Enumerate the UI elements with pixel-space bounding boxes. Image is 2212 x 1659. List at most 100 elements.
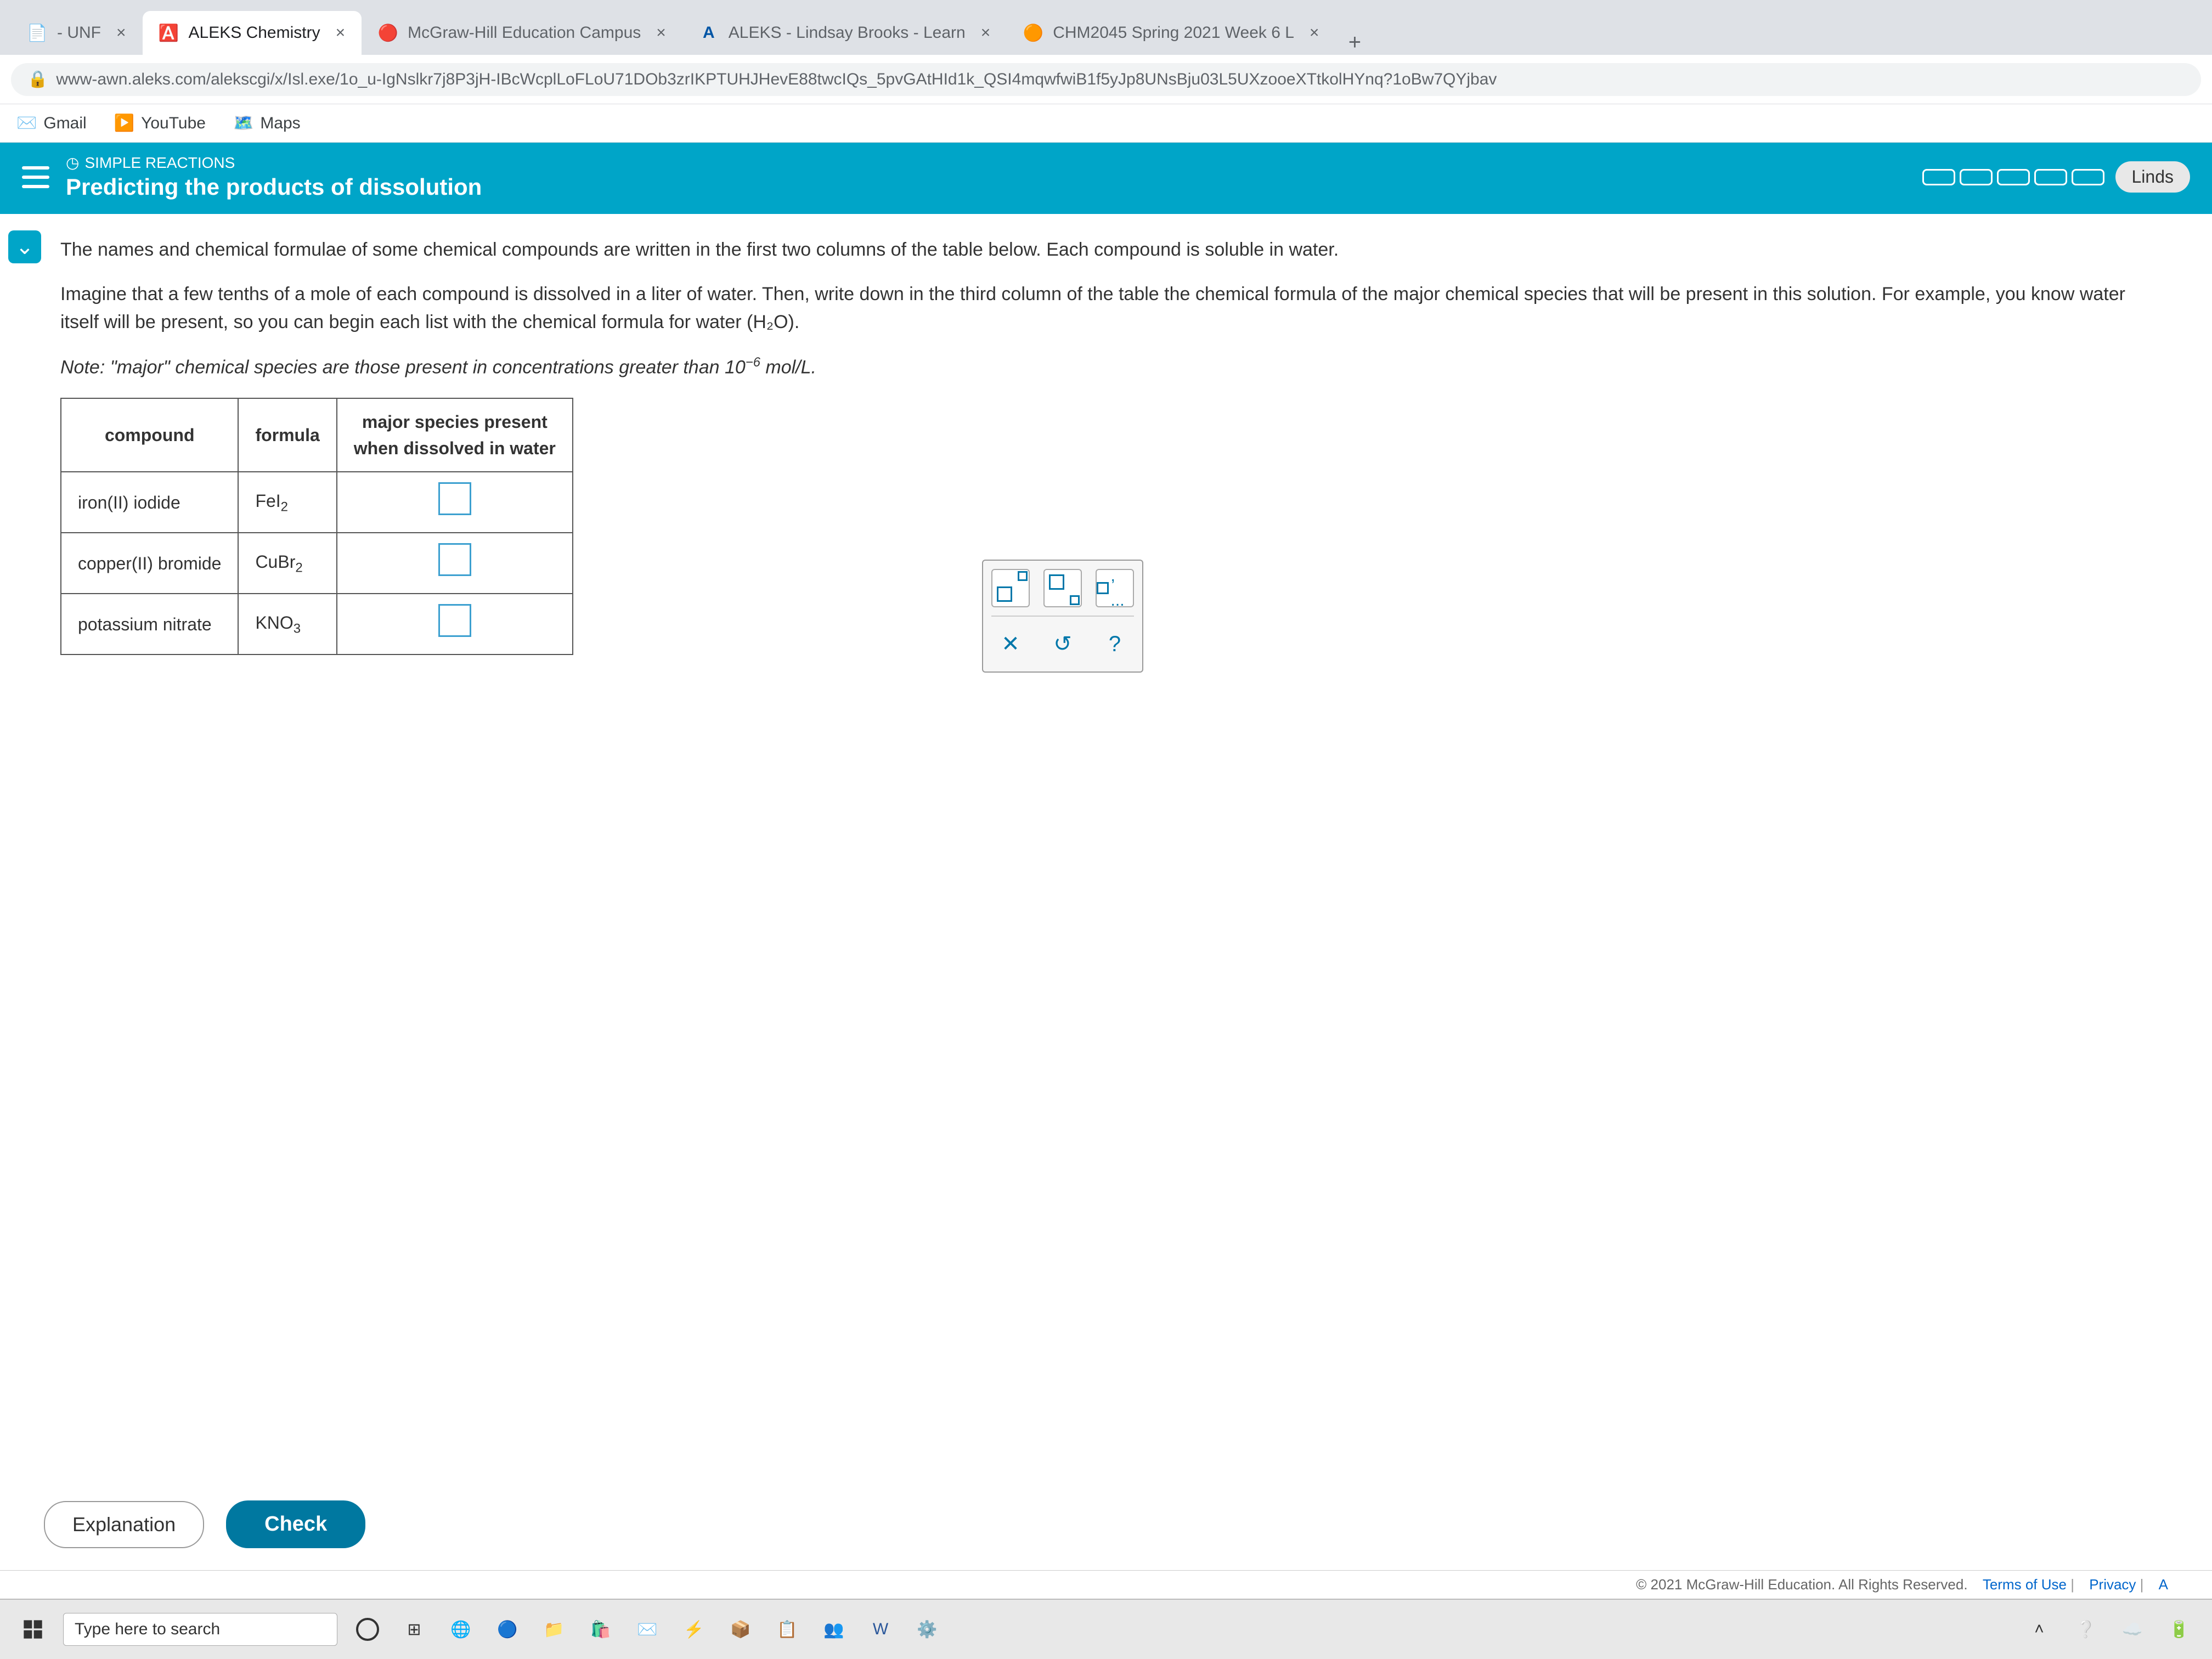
lesson-title: Predicting the products of dissolution bbox=[66, 174, 1906, 200]
edge-app[interactable]: 🌐 bbox=[444, 1613, 477, 1646]
tray-help[interactable]: ❔ bbox=[2069, 1613, 2102, 1646]
col-species-l1: major species present bbox=[354, 409, 556, 435]
symbol-palette: , ... ✕ ↺ ? bbox=[982, 560, 1143, 673]
close-icon[interactable]: × bbox=[1310, 24, 1319, 42]
tab-title: - UNF bbox=[57, 24, 101, 42]
tab-title: ALEKS Chemistry bbox=[189, 24, 320, 42]
new-tab-button[interactable]: + bbox=[1335, 30, 1374, 55]
note-line: Note: "major" chemical species are those… bbox=[60, 353, 2168, 381]
chrome-app[interactable]: 🔵 bbox=[491, 1613, 524, 1646]
answer-input[interactable] bbox=[438, 543, 471, 576]
aleks-favicon-icon: A bbox=[699, 23, 719, 43]
battery-icon: 🔋 bbox=[2169, 1620, 2189, 1639]
store-app[interactable]: 🛍️ bbox=[584, 1613, 617, 1646]
task-view-button[interactable]: ⊞ bbox=[398, 1613, 431, 1646]
gear-icon: ⚙️ bbox=[917, 1620, 937, 1639]
tab-strip: 📄 - UNF × 🅰️ ALEKS Chemistry × 🔴 McGraw-… bbox=[0, 0, 2212, 55]
bookmarks-bar: ✉️ Gmail ▶️ YouTube 🗺️ Maps bbox=[0, 104, 2212, 143]
settings-app[interactable]: ⚙️ bbox=[911, 1613, 944, 1646]
answer-input[interactable] bbox=[438, 482, 471, 515]
tray-battery[interactable]: 🔋 bbox=[2163, 1613, 2196, 1646]
tab-mcgraw[interactable]: 🔴 McGraw-Hill Education Campus × bbox=[362, 11, 682, 55]
word-app[interactable]: W bbox=[864, 1613, 897, 1646]
close-icon[interactable]: × bbox=[656, 24, 666, 42]
superscript-button[interactable] bbox=[991, 569, 1030, 607]
tray-chevron[interactable]: ˄ bbox=[2023, 1613, 2056, 1646]
word-icon: W bbox=[873, 1620, 888, 1639]
accessibility-link[interactable]: A bbox=[2159, 1576, 2168, 1593]
terms-link[interactable]: Terms of Use bbox=[1983, 1576, 2067, 1593]
browser-chrome: 📄 - UNF × 🅰️ ALEKS Chemistry × 🔴 McGraw-… bbox=[0, 0, 2212, 143]
address-bar[interactable]: 🔒 www-awn.aleks.com/alekscgi/x/Isl.exe/1… bbox=[11, 63, 2201, 96]
bookmark-label: Maps bbox=[260, 114, 300, 133]
menu-button[interactable] bbox=[22, 166, 49, 188]
check-button[interactable]: Check bbox=[226, 1500, 365, 1548]
tab-aleks-learn[interactable]: A ALEKS - Lindsay Brooks - Learn × bbox=[682, 11, 1007, 55]
search-placeholder: Type here to search bbox=[75, 1620, 220, 1638]
chrome-icon: 🔵 bbox=[497, 1620, 517, 1639]
note-text: "major" chemical species are those prese… bbox=[105, 357, 746, 377]
explanation-button[interactable]: Explanation bbox=[44, 1501, 204, 1548]
table-row: copper(II) bromide CuBr2 bbox=[61, 533, 573, 594]
canvas-favicon-icon: 🟠 bbox=[1023, 23, 1043, 43]
content-wrap: ⌄ The names and chemical formulae of som… bbox=[0, 214, 2212, 1479]
favicon-generic-icon: 📄 bbox=[27, 23, 47, 43]
subscript-button[interactable] bbox=[1043, 569, 1082, 607]
side-nav: ⌄ bbox=[0, 214, 49, 1479]
close-icon[interactable]: × bbox=[116, 24, 126, 42]
user-menu[interactable]: Linds bbox=[2115, 161, 2191, 193]
taskbar-search[interactable]: Type here to search bbox=[63, 1613, 337, 1646]
bookmark-gmail[interactable]: ✉️ Gmail bbox=[16, 114, 87, 133]
bookmark-youtube[interactable]: ▶️ YouTube bbox=[114, 114, 206, 133]
bookmark-label: Gmail bbox=[43, 114, 86, 133]
tab-title: CHM2045 Spring 2021 Week 6 L bbox=[1053, 24, 1294, 42]
teams-icon: 👥 bbox=[823, 1620, 844, 1639]
progress-indicators bbox=[1922, 169, 2104, 185]
col-species-l2: when dissolved in water bbox=[354, 435, 556, 461]
reset-button[interactable]: ↺ bbox=[1043, 625, 1082, 663]
lock-icon: 🔒 bbox=[27, 70, 48, 89]
start-button[interactable] bbox=[16, 1613, 49, 1646]
answer-cell bbox=[337, 472, 573, 533]
youtube-icon: ▶️ bbox=[114, 114, 134, 133]
tray-onedrive[interactable]: ☁️ bbox=[2116, 1613, 2149, 1646]
collapse-button[interactable]: ⌄ bbox=[8, 230, 41, 263]
dropbox-app[interactable]: 📦 bbox=[724, 1613, 757, 1646]
cortana-icon bbox=[356, 1618, 379, 1641]
close-icon[interactable]: × bbox=[981, 24, 991, 42]
edge-icon: 🌐 bbox=[450, 1620, 471, 1639]
close-icon[interactable]: × bbox=[336, 24, 346, 42]
col-formula: formula bbox=[238, 398, 336, 472]
mail-app[interactable]: ✉️ bbox=[631, 1613, 664, 1646]
answer-input[interactable] bbox=[438, 604, 471, 637]
compound-name: copper(II) bromide bbox=[61, 533, 238, 594]
gmail-icon: ✉️ bbox=[16, 114, 37, 133]
problem-content: The names and chemical formulae of some … bbox=[49, 214, 2212, 1479]
explorer-app[interactable]: 📁 bbox=[538, 1613, 571, 1646]
tab-chm2045[interactable]: 🟠 CHM2045 Spring 2021 Week 6 L × bbox=[1007, 11, 1335, 55]
col-compound: compound bbox=[61, 398, 238, 472]
help-button[interactable]: ? bbox=[1096, 625, 1134, 663]
hp-app[interactable]: ⚡ bbox=[678, 1613, 710, 1646]
help-icon: ? bbox=[1109, 628, 1121, 661]
col-species: major species present when dissolved in … bbox=[337, 398, 573, 472]
tab-aleks-chemistry[interactable]: 🅰️ ALEKS Chemistry × bbox=[143, 11, 362, 55]
teams-app[interactable]: 👥 bbox=[817, 1613, 850, 1646]
windows-icon bbox=[22, 1618, 44, 1640]
header-right: Linds bbox=[1922, 161, 2191, 193]
aleks-favicon-icon: 🅰️ bbox=[159, 23, 179, 43]
chevron-up-icon: ˄ bbox=[2034, 1620, 2044, 1639]
tab-unf[interactable]: 📄 - UNF × bbox=[11, 11, 143, 55]
office-app[interactable]: 📋 bbox=[771, 1613, 804, 1646]
mail-icon: ✉️ bbox=[637, 1620, 657, 1639]
dropbox-icon: 📦 bbox=[730, 1620, 751, 1639]
bookmark-maps[interactable]: 🗺️ Maps bbox=[233, 114, 301, 133]
cortana-button[interactable] bbox=[351, 1613, 384, 1646]
note-unit: mol/L. bbox=[760, 357, 816, 377]
clear-button[interactable]: ✕ bbox=[991, 625, 1030, 663]
problem-paragraph-2: Imagine that a few tenths of a mole of e… bbox=[60, 280, 2168, 336]
privacy-link[interactable]: Privacy bbox=[2089, 1576, 2136, 1593]
add-item-button[interactable]: , ... bbox=[1096, 569, 1134, 607]
note-exponent: −6 bbox=[746, 355, 760, 370]
problem-paragraph-1: The names and chemical formulae of some … bbox=[60, 236, 2168, 264]
